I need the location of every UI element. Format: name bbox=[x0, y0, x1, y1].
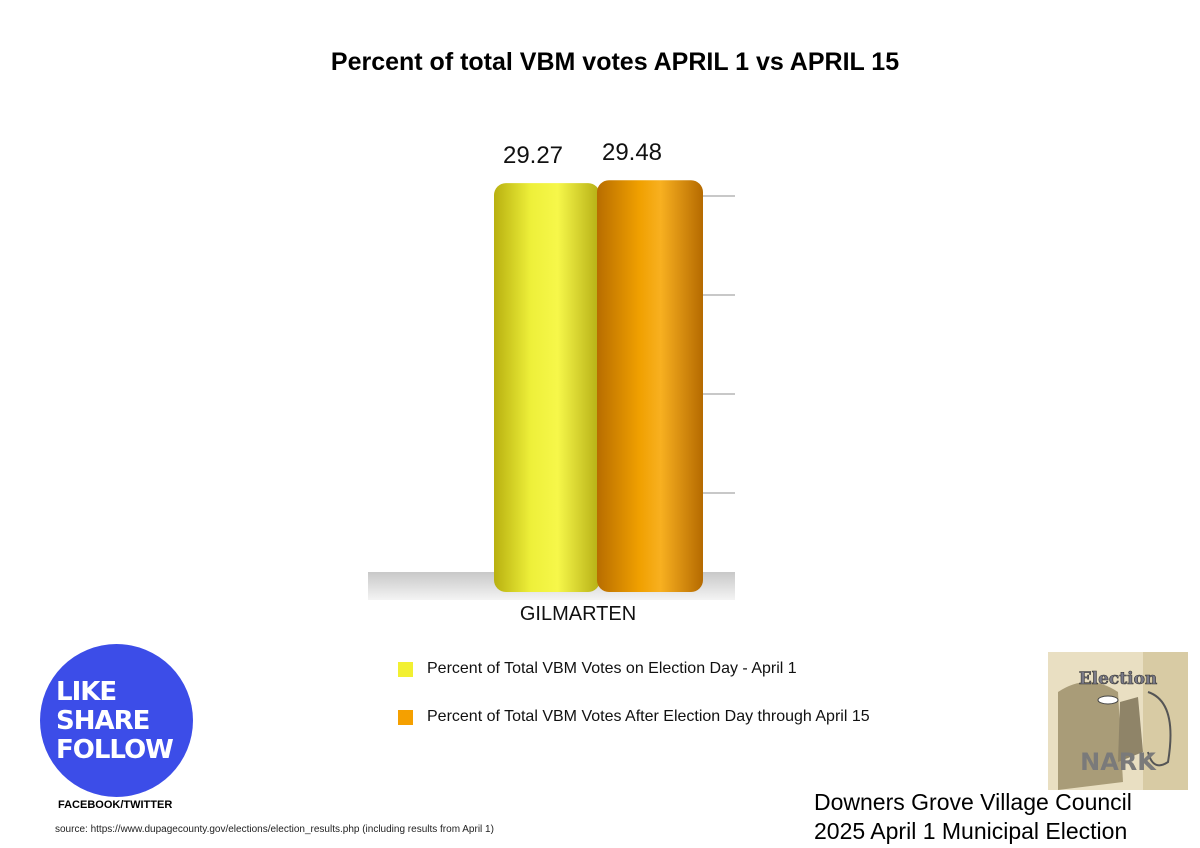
category-label: GILMARTEN bbox=[520, 603, 636, 625]
bar-chart: 29.27 29.48 GILMARTEN bbox=[368, 139, 735, 625]
legend-swatch bbox=[398, 661, 413, 677]
legend-label: Percent of Total VBM Votes on Election D… bbox=[427, 660, 797, 677]
footer-caption: Downers Grove Village Council 2025 April… bbox=[814, 788, 1132, 846]
source-note: source: https://www.dupagecounty.gov/ele… bbox=[55, 824, 494, 835]
bar-april-1 bbox=[494, 183, 600, 592]
footer-line: 2025 April 1 Municipal Election bbox=[814, 818, 1128, 844]
badge-line: FOLLOW bbox=[56, 735, 174, 765]
data-label: 29.27 bbox=[503, 142, 563, 169]
like-share-follow-badge[interactable]: LIKE SHARE FOLLOW bbox=[40, 644, 193, 797]
chart-title: Percent of total VBM votes APRIL 1 vs AP… bbox=[330, 48, 900, 76]
badge-line: SHARE bbox=[56, 706, 150, 736]
badge-line: LIKE bbox=[56, 677, 117, 707]
data-label: 29.48 bbox=[602, 139, 662, 166]
social-caption: FACEBOOK/TWITTER bbox=[58, 799, 173, 811]
logo-text: NARK bbox=[1080, 748, 1157, 776]
footer-line: Downers Grove Village Council bbox=[814, 789, 1132, 815]
logo-text: Election bbox=[1079, 669, 1158, 689]
legend-item: Percent of Total VBM Votes After Electio… bbox=[398, 708, 870, 726]
bar-april-15 bbox=[597, 180, 703, 592]
legend-swatch bbox=[398, 709, 413, 725]
legend: Percent of Total VBM Votes on Election D… bbox=[398, 660, 870, 726]
legend-label: Percent of Total VBM Votes After Electio… bbox=[427, 708, 870, 725]
election-nark-logo: Election NARK bbox=[1048, 652, 1188, 790]
legend-item: Percent of Total VBM Votes on Election D… bbox=[398, 660, 870, 678]
